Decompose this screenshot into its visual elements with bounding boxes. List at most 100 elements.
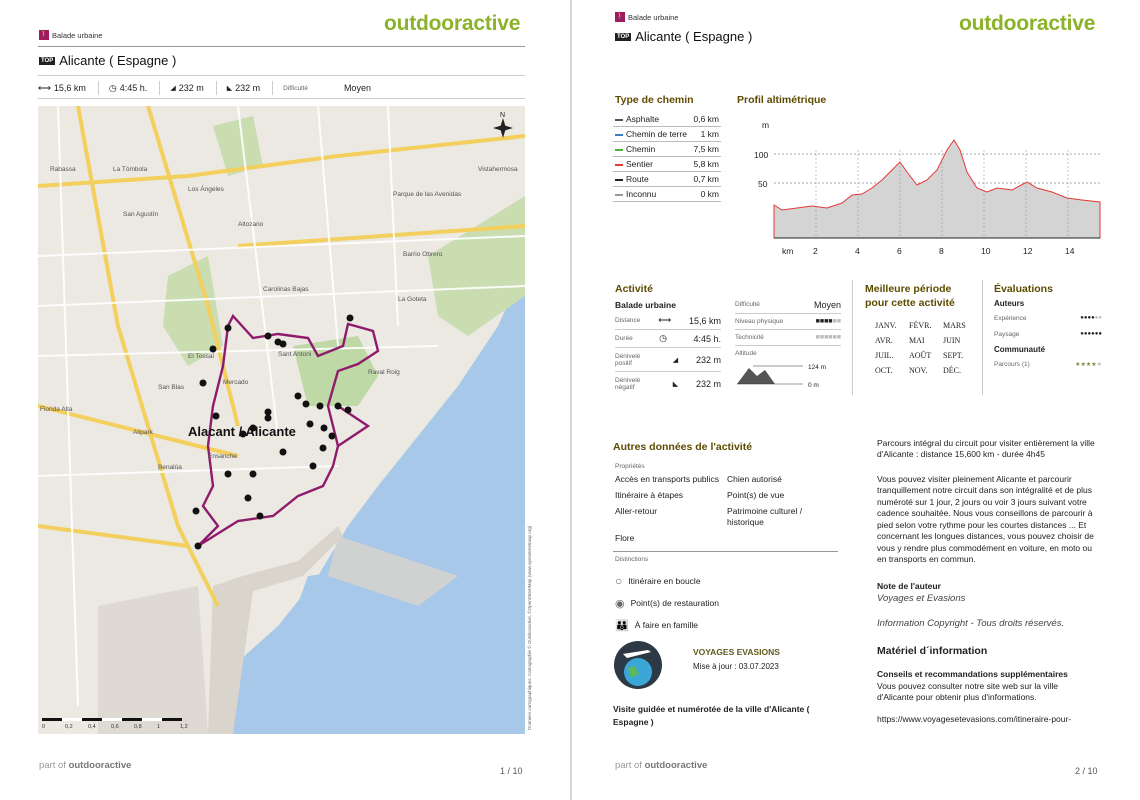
season-month: MARS <box>943 321 966 330</box>
elevation-x-tick: 10 <box>981 246 991 256</box>
elevation-y-tick: 50 <box>758 179 768 189</box>
walker-icon: 🚶 <box>39 30 49 40</box>
map-place-label: San Blas <box>158 384 185 391</box>
author-updated: Mise à jour : 03.07.2023 <box>693 662 779 671</box>
path-type-row: Inconnu 0 km <box>613 186 721 202</box>
advice-title: Conseils et recommandations supplémentai… <box>877 669 1068 679</box>
page-2: outdooractive 🚶 Balade urbaine TOP Alica… <box>572 0 1140 800</box>
restaurant-icon: ◉ <box>615 597 625 610</box>
path-type-row: Chemin de terre 1 km <box>613 126 721 142</box>
brand-logo: outdooractive <box>384 12 521 35</box>
stat-ascent: ◢ 232 m <box>170 81 217 95</box>
season-month: AOÛT <box>909 351 932 360</box>
path-type-row: Route 0,7 km <box>613 171 721 187</box>
elevation-x-tick: 8 <box>939 246 944 256</box>
property-item: Accès en transports publics <box>615 474 719 484</box>
stat-distance: ⟷ 15,6 km <box>38 81 99 95</box>
distance-icon: ⟷ <box>658 315 672 325</box>
season-month: SEPT. <box>943 351 964 360</box>
page-number: 2 / 10 <box>1075 766 1098 776</box>
scale-label: 1,2 <box>180 724 188 730</box>
category-label: 🚶 Balade urbaine <box>615 12 679 22</box>
ratings-title: Évaluations <box>994 283 1053 295</box>
route-map[interactable]: N Alacant / Alicante Rabassa La Tómbola Lo… <box>38 106 525 734</box>
author-note-title: Note de l'auteur <box>877 581 941 591</box>
column-divider <box>982 280 983 395</box>
scale-label: 0 <box>42 724 45 730</box>
map-place-label: Carolinas Bajas <box>263 286 309 293</box>
map-credits: Données cartographiques: Cartographie © … <box>527 525 532 730</box>
elevation-y-tick: 100 <box>754 150 768 160</box>
distance-icon: ⟷ <box>38 82 51 93</box>
path-color-swatch <box>615 193 623 196</box>
footer-brand: part of outdooractive <box>39 760 132 771</box>
path-color-swatch <box>615 163 623 166</box>
elevation-x-tick: 6 <box>897 246 902 256</box>
path-type-value: 0,7 km <box>690 171 721 187</box>
experience-rating-dots: ●●●●●● <box>1080 315 1102 321</box>
map-canvas[interactable]: N Alacant / Alicante Rabassa La Tómbola Lo… <box>38 106 525 734</box>
stats-rule-top <box>38 75 525 76</box>
property-item: Chien autorisé <box>727 474 782 484</box>
season-month: AVR. <box>875 336 893 345</box>
page-1: outdooractive 🚶 Balade urbaine TOP Alica… <box>38 12 532 776</box>
map-place-label: Altozano <box>238 221 264 228</box>
column-divider <box>852 280 853 395</box>
season-month: FÉVR. <box>909 321 932 330</box>
stats-bar: ⟷ 15,6 km ◷ 4:45 h. ◢ 232 m ◣ 232 m Difficul… <box>38 81 393 95</box>
description-intro: Parcours intégral du circuit pour visite… <box>877 438 1095 460</box>
page-title: TOP Alicante ( Espagne ) <box>39 53 177 68</box>
ascent-icon: ◢ <box>170 85 176 92</box>
altitude-graphic <box>737 365 803 385</box>
activity-subtitle: Balade urbaine <box>615 300 676 310</box>
elevation-x-tick: 4 <box>855 246 860 256</box>
elevation-title: Profil altimétrique <box>737 94 827 106</box>
top-badge: TOP <box>615 32 632 41</box>
map-place-label: San Agustín <box>123 211 158 218</box>
page-title: TOP Alicante ( Espagne ) <box>615 29 753 44</box>
path-type-name: Inconnu <box>613 186 691 202</box>
page-number: 1 / 10 <box>500 766 523 776</box>
season-month: MAI <box>909 336 925 345</box>
elevation-x-tick: 14 <box>1065 246 1075 256</box>
loop-icon: ○ <box>615 574 623 588</box>
property-item: Patrimoine culturel / historique <box>727 506 803 527</box>
author-avatar <box>614 641 662 689</box>
scale-label: 0,4 <box>88 724 96 730</box>
map-place-label: La Goteta <box>398 296 427 303</box>
path-type-value: 0,6 km <box>690 112 721 127</box>
website-link[interactable]: https://www.voyagesetevasions.com/itiner… <box>877 714 1072 724</box>
activity-title: Activité <box>615 283 653 295</box>
distinctions-list: ○ Itinéraire en boucle ◉ Point(s) de resta… <box>615 574 719 632</box>
ascent-icon: ◢ <box>672 356 679 364</box>
map-place-label: Mercado <box>223 379 249 386</box>
map-place-label: Los Ángeles <box>188 184 225 193</box>
map-place-label: El Tossal <box>188 353 214 360</box>
elevation-x-tick: 12 <box>1023 246 1033 256</box>
elevation-x-tick: 2 <box>813 246 818 256</box>
path-type-row: Sentier 5,8 km <box>613 156 721 172</box>
header-rule <box>38 46 525 47</box>
walker-icon: 🚶 <box>615 12 625 22</box>
map-place-label: Ensanche <box>208 453 237 460</box>
landscape-rating-dots: ●●●●●● <box>1080 331 1102 337</box>
map-place-label: Parque de las Avenidas <box>393 191 462 198</box>
path-type-row: Asphalte 0,6 km <box>613 112 721 127</box>
season-title: Meilleure période pour cette activité <box>865 283 955 309</box>
season-month: JUIL. <box>875 351 894 360</box>
path-type-name: Chemin <box>613 141 691 157</box>
svg-text:N: N <box>500 112 505 119</box>
stat-descent: ◣ 232 m <box>227 81 274 95</box>
properties-rule <box>613 551 838 552</box>
scale-label: 1 <box>157 724 160 730</box>
stat-duration: ◷ 4:45 h. <box>108 81 161 95</box>
clock-icon: ◷ <box>108 82 117 93</box>
author-name: VOYAGES EVASIONS <box>693 647 780 657</box>
description-body: Vous pouvez visiter pleinement Alicante … <box>877 474 1094 565</box>
property-item: Point(s) de vue <box>727 490 785 501</box>
map-place-label: Vistahermosa <box>478 166 518 173</box>
map-place-label: La Tómbola <box>113 166 148 173</box>
path-color-swatch <box>615 148 623 151</box>
scale-label: 0,6 <box>111 724 119 730</box>
map-place-label: Florida Alta <box>40 406 73 413</box>
